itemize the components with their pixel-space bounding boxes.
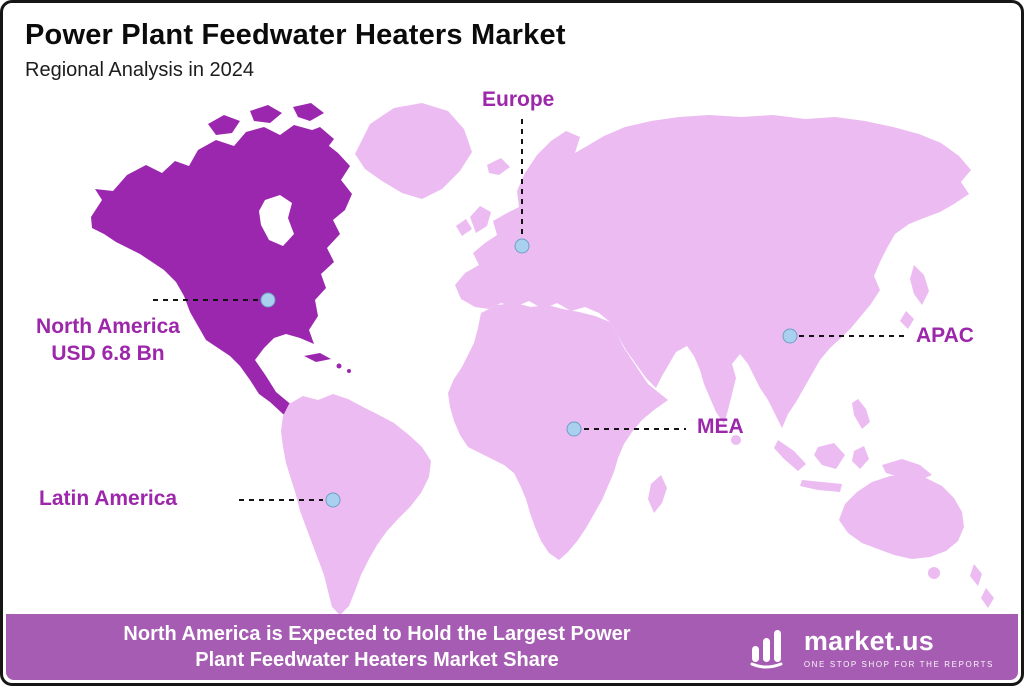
- island-borneo: [814, 443, 845, 469]
- landmass-north-america: [91, 125, 352, 420]
- marketus-logo: market.us One Stop Shop For The Reports: [746, 624, 994, 670]
- island-sri-lanka: [731, 435, 741, 445]
- region-label-latin-america: Latin America: [39, 487, 178, 510]
- region-label-mea: MEA: [697, 415, 744, 438]
- island-philippines: [852, 399, 870, 429]
- landmass-eurasia: [455, 115, 971, 428]
- island-ireland: [456, 219, 472, 236]
- arctic-island: [293, 103, 324, 121]
- island-sumatra: [774, 440, 806, 471]
- marketus-tagline: One Stop Shop For The Reports: [803, 659, 994, 669]
- banner-caption: North America is Expected to Hold the La…: [26, 621, 728, 673]
- caribbean-island: [347, 369, 351, 373]
- banner-caption-line2: Plant Feedwater Heaters Market Share: [195, 649, 559, 671]
- island-great-britain: [470, 206, 491, 233]
- page-subtitle: Regional Analysis in 2024: [25, 59, 255, 81]
- island-new-zealand: [970, 564, 982, 586]
- landmass-australia: [839, 474, 964, 559]
- north-america-marker-dot: [260, 292, 276, 308]
- hudson-bay: [259, 195, 294, 246]
- header: Power Plant Feedwater Heaters Market Reg…: [25, 19, 566, 82]
- banner-caption-line1: North America is Expected to Hold the La…: [123, 623, 631, 645]
- europe-marker-dot: [514, 238, 530, 254]
- region-value-north-america: USD 6.8 Bn: [51, 341, 165, 365]
- world-map: [91, 103, 994, 615]
- mea-marker-dot: [566, 421, 582, 437]
- island-japan: [910, 265, 929, 305]
- island-japan: [900, 311, 914, 329]
- island-tasmania: [928, 567, 940, 579]
- landmass-africa: [448, 303, 668, 560]
- island-sulawesi: [852, 446, 869, 469]
- caribbean-island: [336, 363, 342, 369]
- caribbean-island: [304, 353, 331, 362]
- region-label-north-america-name: North America: [36, 315, 180, 338]
- island-new-zealand: [981, 588, 994, 608]
- arctic-island: [302, 127, 334, 155]
- marketus-wordmark: market.us: [803, 625, 935, 656]
- page-title: Power Plant Feedwater Heaters Market: [25, 19, 566, 51]
- arctic-island: [250, 105, 282, 123]
- region-label-north-america: North America USD 6.8 Bn: [13, 314, 203, 368]
- island-java: [800, 480, 842, 492]
- island-madagascar: [648, 475, 667, 513]
- landmass-greenland: [355, 103, 472, 199]
- region-label-apac: APAC: [916, 324, 974, 347]
- marketus-logo-text: market.us One Stop Shop For The Reports: [804, 626, 994, 669]
- island-iceland: [487, 158, 510, 175]
- footer-banner: North America is Expected to Hold the La…: [6, 614, 1018, 680]
- region-label-europe: Europe: [482, 88, 555, 111]
- landmass-south-america: [281, 394, 431, 615]
- apac-marker-dot: [782, 328, 798, 344]
- latin-america-marker-dot: [325, 492, 341, 508]
- island-new-guinea: [882, 459, 932, 481]
- arctic-island: [208, 115, 240, 135]
- arctic-island: [239, 139, 266, 157]
- marketus-logo-icon: [750, 630, 783, 669]
